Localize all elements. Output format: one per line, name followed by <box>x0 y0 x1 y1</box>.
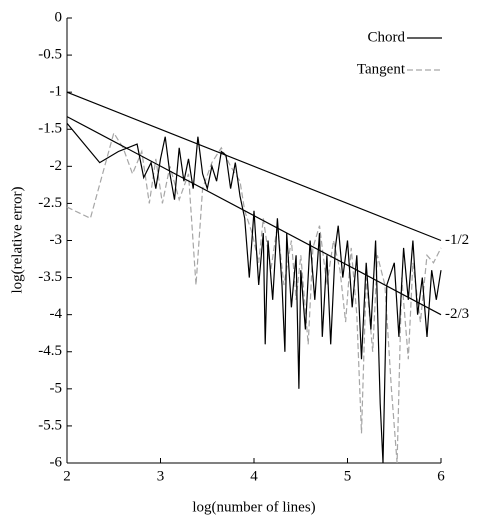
x-tick-label: 5 <box>344 468 352 484</box>
reference-label: -1/2 <box>445 232 469 248</box>
x-tick-label: 2 <box>63 468 71 484</box>
y-tick-label: -1.5 <box>38 121 62 137</box>
y-tick-label: -2 <box>50 158 63 174</box>
y-tick-label: -5.5 <box>38 417 62 433</box>
y-tick-label: -3 <box>50 232 63 248</box>
y-tick-label: -4.5 <box>38 343 62 359</box>
series-line <box>66 122 442 464</box>
reference-label: -2/3 <box>445 306 469 322</box>
y-tick-label: -1 <box>50 84 63 100</box>
y-tick-label: -6 <box>50 454 63 470</box>
y-tick-label: -2.5 <box>38 195 62 211</box>
y-tick-label: -4 <box>50 306 63 322</box>
y-tick-label: -5 <box>50 380 63 396</box>
y-tick-label: 0 <box>55 9 63 25</box>
y-tick-label: -3.5 <box>38 269 62 285</box>
x-tick-label: 4 <box>250 468 258 484</box>
legend-label: Tangent <box>357 61 406 77</box>
y-axis-label: log(relative error) <box>9 186 25 293</box>
x-axis-label: log(number of lines) <box>192 499 315 515</box>
y-tick-label: -0.5 <box>38 47 62 63</box>
reference-line <box>66 116 442 316</box>
x-tick-label: 3 <box>157 468 165 484</box>
legend-label: Chord <box>368 29 406 45</box>
x-tick-label: 6 <box>437 468 445 484</box>
series-line <box>66 131 442 464</box>
reference-line <box>66 91 442 242</box>
